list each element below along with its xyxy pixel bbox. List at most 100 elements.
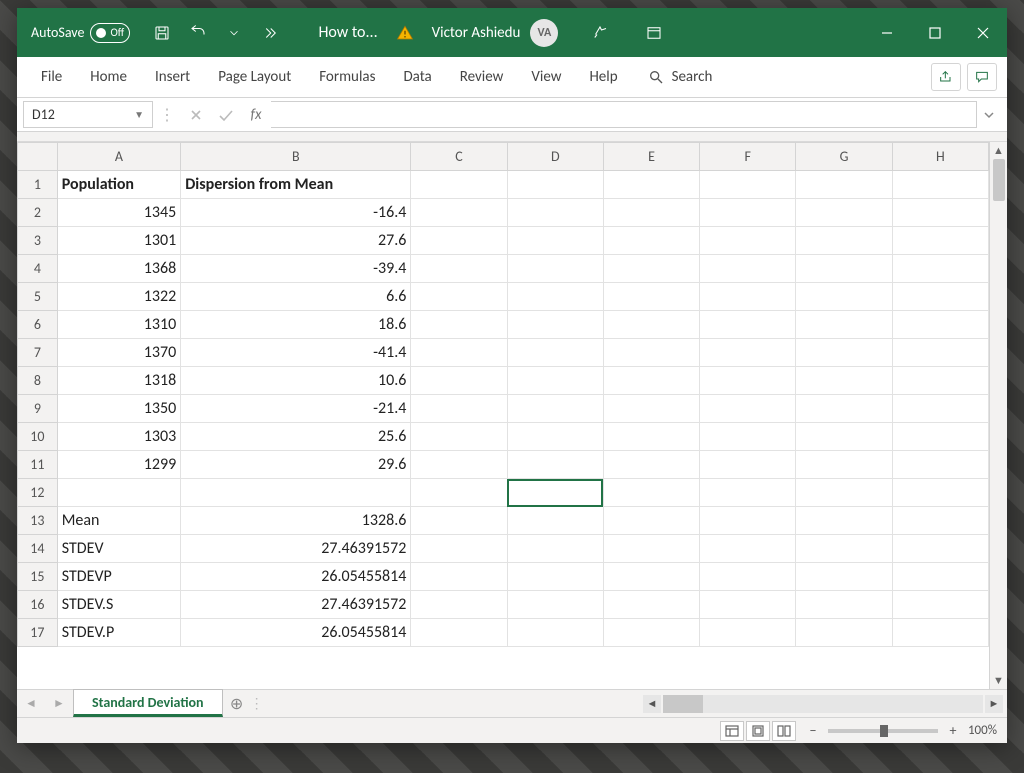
ribbon-tab-file[interactable]: File xyxy=(27,57,76,97)
cell-D16[interactable] xyxy=(507,591,603,619)
formula-input[interactable] xyxy=(271,101,977,128)
cell-E16[interactable] xyxy=(603,591,699,619)
row-header-8[interactable]: 8 xyxy=(18,367,58,395)
cell-H8[interactable] xyxy=(892,367,988,395)
row-header-3[interactable]: 3 xyxy=(18,227,58,255)
row-header-14[interactable]: 14 xyxy=(18,535,58,563)
undo-icon[interactable] xyxy=(180,8,216,57)
coming-soon-icon[interactable] xyxy=(582,8,618,57)
cell-B15[interactable]: 26.05455814 xyxy=(181,563,411,591)
cell-H11[interactable] xyxy=(892,451,988,479)
cell-F6[interactable] xyxy=(700,311,796,339)
row-header-10[interactable]: 10 xyxy=(18,423,58,451)
cell-E14[interactable] xyxy=(603,535,699,563)
cell-F15[interactable] xyxy=(700,563,796,591)
cell-E15[interactable] xyxy=(603,563,699,591)
cell-B13[interactable]: 1328.6 xyxy=(181,507,411,535)
cell-D15[interactable] xyxy=(507,563,603,591)
cell-A1[interactable]: Population xyxy=(57,171,180,199)
cell-F2[interactable] xyxy=(700,199,796,227)
cell-E8[interactable] xyxy=(603,367,699,395)
cell-B2[interactable]: -16.4 xyxy=(181,199,411,227)
cell-B4[interactable]: -39.4 xyxy=(181,255,411,283)
cell-H16[interactable] xyxy=(892,591,988,619)
cell-E1[interactable] xyxy=(603,171,699,199)
cancel-formula-button[interactable] xyxy=(181,101,211,128)
cell-E11[interactable] xyxy=(603,451,699,479)
cell-F1[interactable] xyxy=(700,171,796,199)
cell-D3[interactable] xyxy=(507,227,603,255)
cell-E7[interactable] xyxy=(603,339,699,367)
tell-me-search[interactable]: Search xyxy=(634,68,727,86)
cell-A6[interactable]: 1310 xyxy=(57,311,180,339)
cell-F16[interactable] xyxy=(700,591,796,619)
cell-D2[interactable] xyxy=(507,199,603,227)
hscroll-left-icon[interactable]: ◄ xyxy=(643,695,661,713)
cell-B10[interactable]: 25.6 xyxy=(181,423,411,451)
row-header-12[interactable]: 12 xyxy=(18,479,58,507)
col-header-H[interactable]: H xyxy=(892,143,988,171)
cell-G3[interactable] xyxy=(796,227,892,255)
share-button[interactable] xyxy=(931,63,961,91)
cell-H12[interactable] xyxy=(892,479,988,507)
col-header-F[interactable]: F xyxy=(700,143,796,171)
cell-A12[interactable] xyxy=(57,479,180,507)
cell-D4[interactable] xyxy=(507,255,603,283)
cell-A4[interactable]: 1368 xyxy=(57,255,180,283)
cell-C1[interactable] xyxy=(411,171,507,199)
row-header-7[interactable]: 7 xyxy=(18,339,58,367)
cell-H13[interactable] xyxy=(892,507,988,535)
cell-B17[interactable]: 26.05455814 xyxy=(181,619,411,647)
zoom-thumb[interactable] xyxy=(880,725,888,737)
col-header-C[interactable]: C xyxy=(411,143,507,171)
undo-dropdown-icon[interactable] xyxy=(216,8,252,57)
cell-A8[interactable]: 1318 xyxy=(57,367,180,395)
comments-button[interactable] xyxy=(967,63,997,91)
zoom-slider[interactable] xyxy=(828,729,938,733)
cell-G7[interactable] xyxy=(796,339,892,367)
cell-C2[interactable] xyxy=(411,199,507,227)
cell-E3[interactable] xyxy=(603,227,699,255)
cell-F9[interactable] xyxy=(700,395,796,423)
cell-E4[interactable] xyxy=(603,255,699,283)
cell-G16[interactable] xyxy=(796,591,892,619)
cell-F13[interactable] xyxy=(700,507,796,535)
cell-B9[interactable]: -21.4 xyxy=(181,395,411,423)
cell-G12[interactable] xyxy=(796,479,892,507)
cell-G10[interactable] xyxy=(796,423,892,451)
page-layout-view-button[interactable] xyxy=(746,721,770,741)
add-sheet-button[interactable]: ⊕ xyxy=(223,690,251,717)
cell-B12[interactable] xyxy=(181,479,411,507)
row-header-13[interactable]: 13 xyxy=(18,507,58,535)
col-header-A[interactable]: A xyxy=(57,143,180,171)
cell-H5[interactable] xyxy=(892,283,988,311)
cell-E17[interactable] xyxy=(603,619,699,647)
sheet-tab-active[interactable]: Standard Deviation xyxy=(73,689,223,717)
ribbon-tab-help[interactable]: Help xyxy=(575,57,631,97)
scroll-down-icon[interactable]: ▼ xyxy=(993,674,1004,687)
hscroll-thumb[interactable] xyxy=(663,695,703,713)
row-header-15[interactable]: 15 xyxy=(18,563,58,591)
cell-C10[interactable] xyxy=(411,423,507,451)
cell-E13[interactable] xyxy=(603,507,699,535)
cell-D14[interactable] xyxy=(507,535,603,563)
cell-C14[interactable] xyxy=(411,535,507,563)
cell-B3[interactable]: 27.6 xyxy=(181,227,411,255)
cell-E9[interactable] xyxy=(603,395,699,423)
cell-G2[interactable] xyxy=(796,199,892,227)
cell-B1[interactable]: Dispersion from Mean xyxy=(181,171,411,199)
row-header-11[interactable]: 11 xyxy=(18,451,58,479)
hscroll-track[interactable] xyxy=(663,695,983,713)
cell-C7[interactable] xyxy=(411,339,507,367)
cell-C4[interactable] xyxy=(411,255,507,283)
close-button[interactable] xyxy=(959,8,1007,57)
cell-F7[interactable] xyxy=(700,339,796,367)
select-all-corner[interactable] xyxy=(18,143,58,171)
scroll-thumb[interactable] xyxy=(993,159,1005,201)
cell-H3[interactable] xyxy=(892,227,988,255)
grid[interactable]: ABCDEFGH1PopulationDispersion from Mean2… xyxy=(17,142,989,689)
cell-D1[interactable] xyxy=(507,171,603,199)
cell-D8[interactable] xyxy=(507,367,603,395)
cell-G5[interactable] xyxy=(796,283,892,311)
cell-C3[interactable] xyxy=(411,227,507,255)
